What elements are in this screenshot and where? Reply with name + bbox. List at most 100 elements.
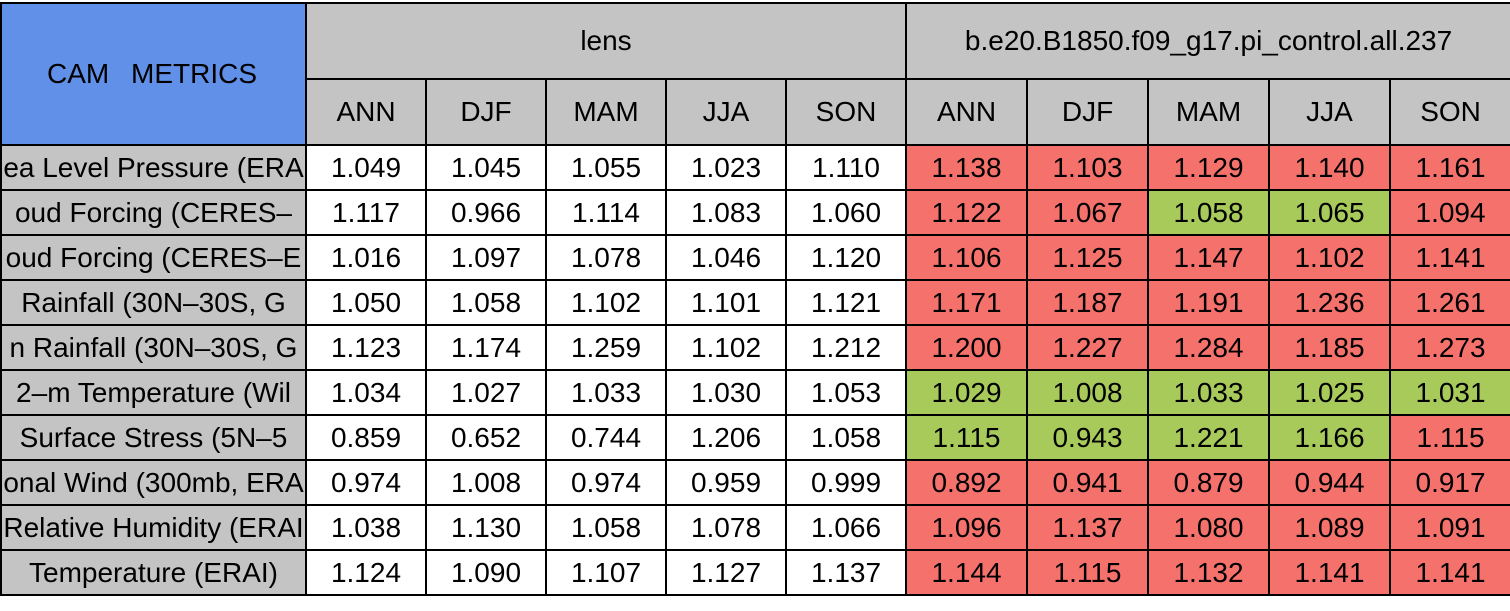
metric-cell-control: 1.138 [905,144,1029,191]
metric-cell-lens: 1.033 [545,369,667,416]
metric-cell-lens: 1.114 [545,189,667,236]
metric-cell-lens: 1.101 [665,279,787,326]
metric-cell-control: 1.141 [1389,234,1510,281]
metric-cell-lens: 1.078 [665,504,787,551]
metric-cell-control: 1.221 [1147,414,1271,461]
metric-cell-control: 1.141 [1389,549,1510,596]
metric-cell-lens: 1.008 [425,459,547,506]
metric-cell-lens: 1.130 [425,504,547,551]
metric-cell-lens: 1.049 [305,144,427,191]
table-row: oud Forcing (CERES–E 1.016 1.097 1.078 1.046… [0,234,1510,281]
metric-cell-lens: 1.083 [665,189,787,236]
metric-cell-control: 1.008 [1026,369,1150,416]
metric-cell-control: 1.137 [1026,504,1150,551]
metric-cell-control: 1.115 [905,414,1029,461]
col-header-control-son: SON [1389,78,1510,146]
metric-cell-control: 1.106 [905,234,1029,281]
row-label: Rainfall (30N–30S, G [0,279,307,326]
metric-cell-control: 1.103 [1026,144,1150,191]
metric-cell-lens: 0.744 [545,414,667,461]
metric-cell-control: 1.031 [1389,369,1510,416]
metric-cell-lens: 1.030 [665,369,787,416]
metric-cell-lens: 1.038 [305,504,427,551]
metric-cell-control: 0.892 [905,459,1029,506]
metric-cell-lens: 1.117 [305,189,427,236]
table-row: ea Level Pressure (ERA 1.049 1.045 1.055 1.0… [0,144,1510,191]
metric-cell-control: 1.227 [1026,324,1150,371]
metric-cell-control: 1.144 [905,549,1029,596]
col-header-lens-son: SON [784,78,908,146]
table-row: oud Forcing (CERES– 1.117 0.966 1.114 1.083 1… [0,189,1510,236]
metric-cell-control: 1.200 [905,324,1029,371]
metric-cell-control: 0.943 [1026,414,1150,461]
metric-cell-lens: 1.023 [665,144,787,191]
metric-cell-control: 1.187 [1026,279,1150,326]
metric-cell-control: 1.033 [1147,369,1271,416]
metric-cell-lens: 1.058 [784,414,908,461]
metric-cell-lens: 0.966 [425,189,547,236]
metric-cell-control: 1.122 [905,189,1029,236]
table-row: Surface Stress (5N–5 0.859 0.652 0.744 1.206… [0,414,1510,461]
metric-cell-lens: 1.046 [665,234,787,281]
metric-cell-control: 0.944 [1268,459,1392,506]
metric-cell-lens: 1.016 [305,234,427,281]
col-header-lens-jja: JJA [665,78,787,146]
metric-cell-control: 1.147 [1147,234,1271,281]
metric-cell-lens: 1.053 [784,369,908,416]
metric-cell-control: 1.129 [1147,144,1271,191]
metric-cell-lens: 1.259 [545,324,667,371]
metric-cell-lens: 1.097 [425,234,547,281]
metric-cell-lens: 1.066 [784,504,908,551]
metric-cell-control: 1.261 [1389,279,1510,326]
metric-cell-lens: 1.050 [305,279,427,326]
metric-cell-control: 1.185 [1268,324,1392,371]
header-season-row: ANN DJF MAM JJA SON ANN DJF MAM JJA SON [1,78,1510,146]
table-row: Relative Humidity (ERAI 1.038 1.130 1.058 1.… [0,504,1510,551]
row-label: n Rainfall (30N–30S, G [0,324,307,371]
row-label: Relative Humidity (ERAI [0,504,307,551]
cam-metrics-table: CAM METRICS lens b.e20.B1850.f09_g17.pi_… [0,2,1510,596]
metric-cell-lens: 1.102 [665,324,787,371]
table-row: n Rainfall (30N–30S, G 1.123 1.174 1.259 1.1… [0,324,1510,371]
table-row: Temperature (ERAI) 1.124 1.090 1.107 1.127 1.… [0,549,1510,596]
metric-cell-control: 1.089 [1268,504,1392,551]
metric-cell-lens: 1.121 [784,279,908,326]
metric-cell-lens: 1.102 [545,279,667,326]
metric-cell-control: 0.917 [1389,459,1510,506]
metric-cell-lens: 1.110 [784,144,908,191]
metric-cell-control: 1.091 [1389,504,1510,551]
metric-cell-control: 1.236 [1268,279,1392,326]
metric-cell-lens: 1.212 [784,324,908,371]
metric-cell-lens: 1.058 [545,504,667,551]
metric-cell-control: 1.058 [1147,189,1271,236]
metric-cell-control: 1.115 [1026,549,1150,596]
metric-cell-control: 1.102 [1268,234,1392,281]
metric-cell-lens: 1.206 [665,414,787,461]
metric-cell-lens: 1.107 [545,549,667,596]
metric-cell-control: 1.191 [1147,279,1271,326]
col-header-lens-mam: MAM [545,78,667,146]
metric-cell-control: 0.941 [1026,459,1150,506]
header-group-row: CAM METRICS lens b.e20.B1850.f09_g17.pi_… [0,2,1510,146]
metric-cell-control: 1.284 [1147,324,1271,371]
metric-cell-lens: 1.124 [305,549,427,596]
metric-cell-control: 1.161 [1389,144,1510,191]
row-label: 2–m Temperature (Wil [0,369,307,416]
metric-cell-lens: 1.027 [425,369,547,416]
metric-cell-control: 1.140 [1268,144,1392,191]
col-header-control-djf: DJF [1026,78,1150,146]
metric-cell-lens: 1.060 [784,189,908,236]
col-header-control-ann: ANN [905,78,1029,146]
metric-cell-control: 1.025 [1268,369,1392,416]
metric-cell-lens: 1.174 [425,324,547,371]
table-row: onal Wind (300mb, ERA 0.974 1.008 0.974 0.95… [0,459,1510,506]
row-label: Temperature (ERAI) [0,549,307,596]
metric-cell-lens: 0.859 [305,414,427,461]
row-label: Surface Stress (5N–5 [0,414,307,461]
table-row: 2–m Temperature (Wil 1.034 1.027 1.033 1.030… [0,369,1510,416]
metric-cell-lens: 1.127 [665,549,787,596]
row-label: oud Forcing (CERES– [0,189,307,236]
metric-cell-control: 1.115 [1389,414,1510,461]
metric-cell-control: 1.080 [1147,504,1271,551]
col-header-lens-djf: DJF [425,78,547,146]
